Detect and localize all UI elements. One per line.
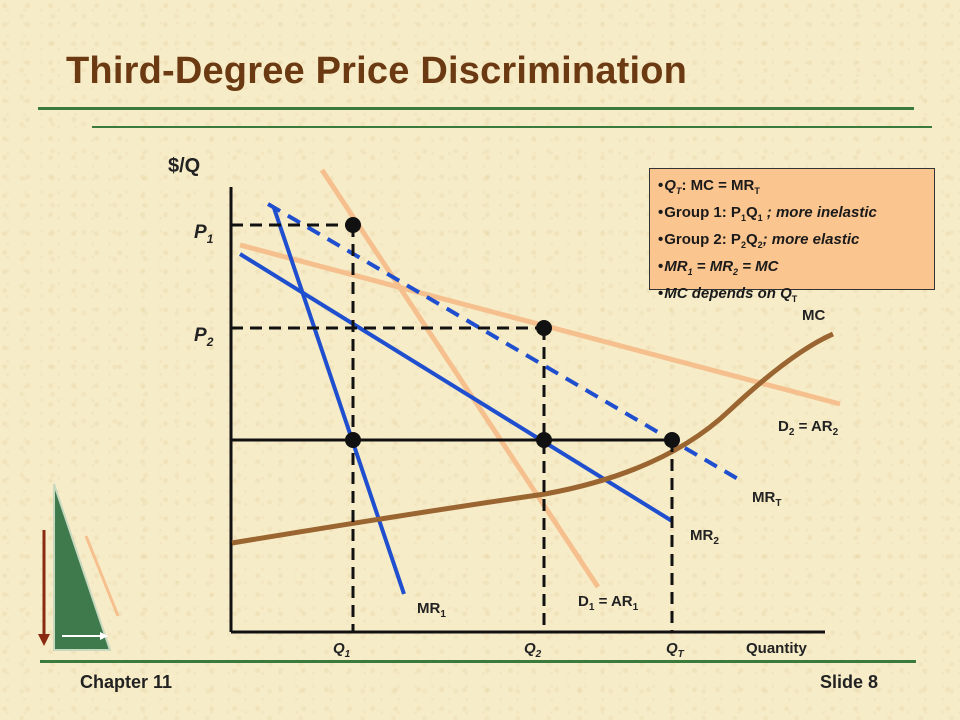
d1-label: D1 = AR1: [578, 593, 639, 613]
corner-triangle-decoration: [38, 483, 120, 651]
mr2-mc-point: [536, 432, 552, 448]
mr1-mc-point: [345, 432, 361, 448]
qt-label: QT: [666, 640, 685, 660]
footer-chapter: Chapter 11: [80, 672, 173, 692]
title-rule: [38, 107, 914, 110]
notes-box: •QT: MC = MRT •Group 1: P1Q1 ; more inel…: [649, 168, 935, 304]
q2-label: Q2: [524, 640, 542, 660]
p2-q2-point: [536, 320, 552, 336]
y-axis-label: $/Q: [168, 155, 200, 177]
demand-curve-d1: [319, 168, 601, 589]
notes-list: •QT: MC = MRT •Group 1: P1Q1 ; more inel…: [658, 175, 930, 310]
note-item: •Group 1: P1Q1 ; more inelastic: [658, 204, 877, 223]
slide-title: Third-Degree Price Discrimination: [66, 50, 688, 92]
note-item: •MC depends on QT: [658, 285, 798, 304]
mr2-curve: [238, 252, 674, 523]
title-rule-secondary: [92, 126, 932, 128]
p1-q1-point: [345, 217, 361, 233]
mrt-mc-point: [664, 432, 680, 448]
x-axis-label: Quantity: [746, 640, 807, 657]
note-item: •QT: MC = MRT: [658, 177, 760, 196]
note-item: •Group 2: P2Q2; more elastic: [658, 231, 860, 250]
mrt-label: MRT: [752, 489, 781, 509]
mr2-label: MR2: [690, 527, 719, 547]
q1-label: Q1: [333, 640, 351, 660]
note-item: •MR1 = MR2 = MC: [658, 258, 779, 277]
p1-label: P1: [194, 222, 214, 246]
mc-curve: [231, 331, 835, 546]
d2-label: D2 = AR2: [778, 418, 839, 438]
footer-slide-number: Slide 8: [819, 672, 878, 692]
p2-label: P2: [194, 325, 214, 349]
mr1-label: MR1: [417, 600, 446, 620]
mc-label: MC: [802, 307, 825, 324]
mr1-curve: [272, 207, 406, 595]
footer-rule: [40, 660, 916, 663]
